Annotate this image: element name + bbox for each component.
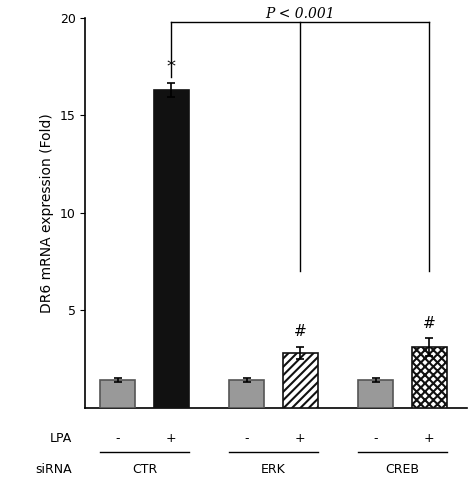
Bar (229, 380, 264, 408)
Text: #: # (294, 325, 307, 339)
Text: -: - (374, 432, 378, 445)
Text: -: - (115, 432, 120, 445)
Text: #: # (423, 316, 436, 331)
Text: ERK: ERK (261, 463, 286, 476)
Bar (154, 90, 189, 408)
Text: CTR: CTR (132, 463, 157, 476)
Y-axis label: DR6 mRNA expression (Fold): DR6 mRNA expression (Fold) (40, 113, 54, 313)
Text: P < 0.001: P < 0.001 (265, 7, 335, 21)
Bar (358, 380, 393, 408)
Text: CREB: CREB (385, 463, 419, 476)
Text: -: - (245, 432, 249, 445)
Text: siRNA: siRNA (35, 463, 72, 476)
Text: +: + (166, 432, 177, 445)
Bar (100, 380, 135, 408)
Bar (412, 347, 447, 408)
Text: +: + (424, 432, 435, 445)
Text: *: * (167, 58, 176, 76)
Text: LPA: LPA (50, 432, 72, 445)
Bar (283, 353, 318, 408)
Text: +: + (295, 432, 306, 445)
